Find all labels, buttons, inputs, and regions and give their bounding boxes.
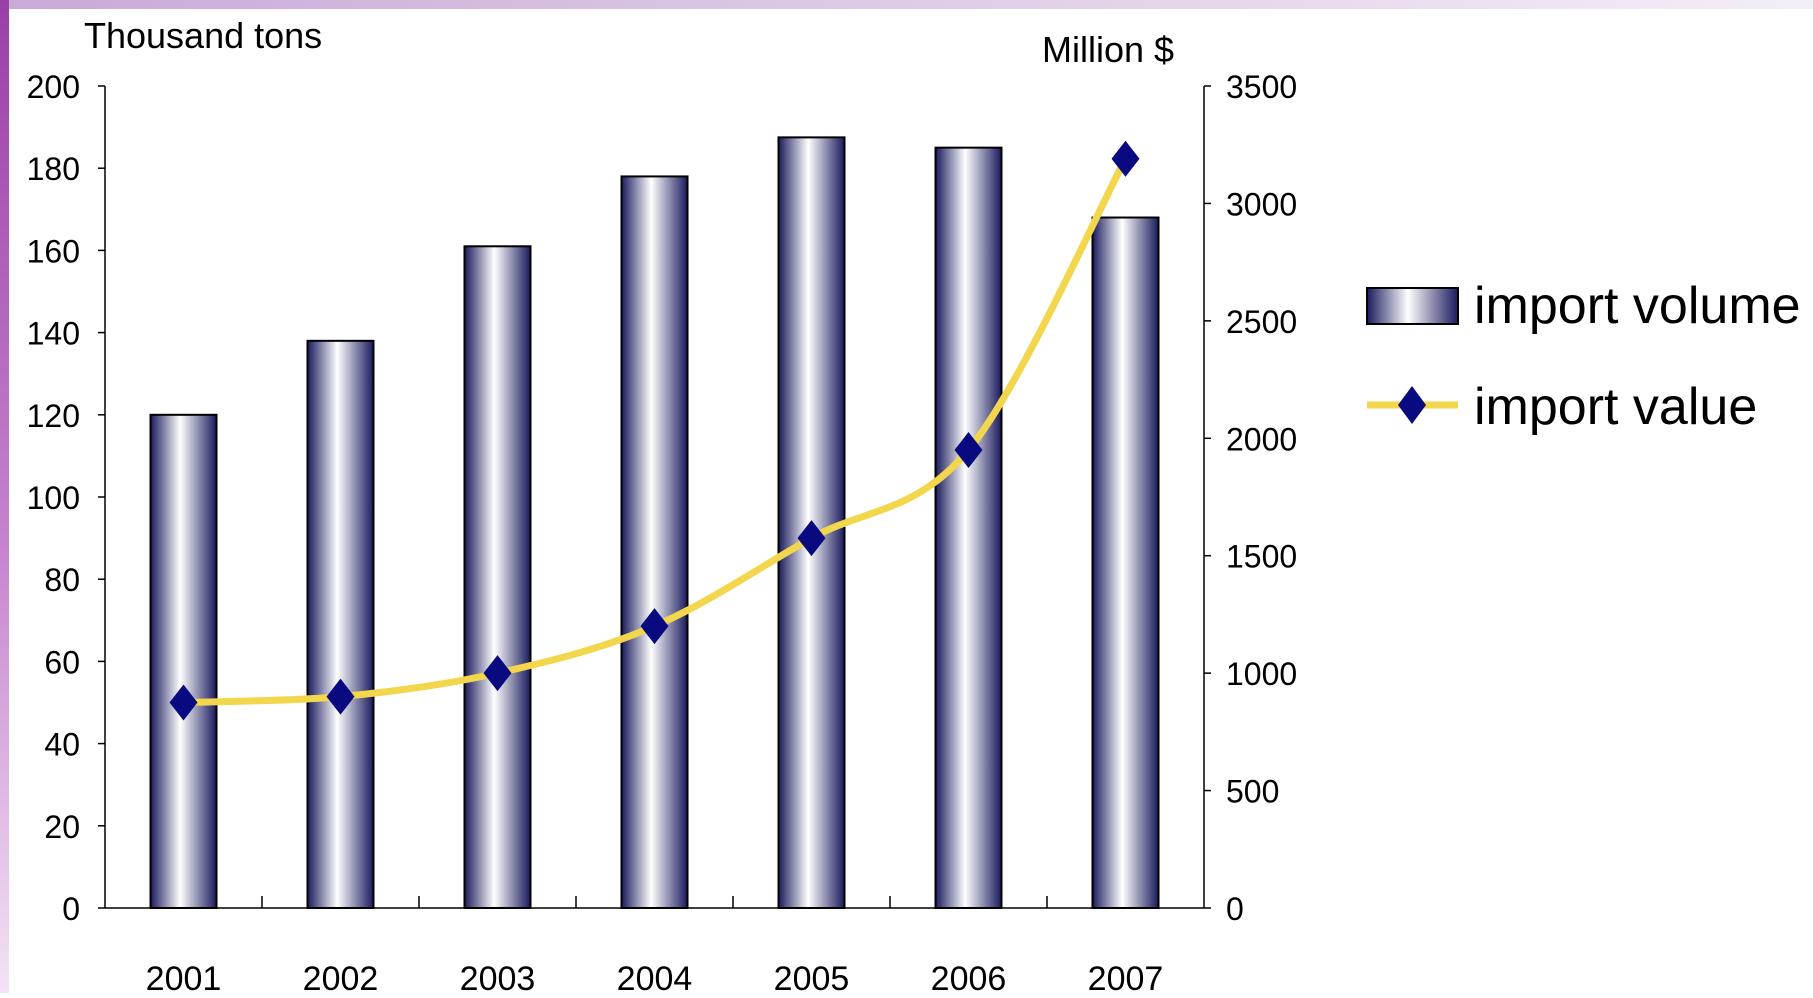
right-tick-label: 3500 [1226, 69, 1297, 105]
bar [1091, 216, 1160, 909]
right-tick-label: 1000 [1226, 656, 1297, 692]
left-tick-label: 160 [27, 233, 80, 269]
line-marker [483, 655, 512, 692]
left-axis-ticks: 0 20 40 60 80 100 120 140 160 180 200 [27, 69, 105, 927]
legend-swatch-import-volume [1366, 287, 1459, 325]
left-tick-label: 100 [27, 480, 80, 516]
left-tick-label: 200 [27, 69, 80, 105]
bar-series [149, 136, 1160, 910]
left-tick-label: 80 [44, 562, 80, 598]
left-tick-label: 180 [27, 151, 80, 187]
legend: import volume import value [1366, 277, 1801, 436]
bar [620, 175, 689, 910]
legend-label-import-volume: import volume [1474, 277, 1801, 335]
bar [463, 245, 532, 910]
x-tick-label: 2005 [774, 960, 850, 993]
right-axis-title: Million $ [1042, 29, 1174, 70]
left-tick-label: 0 [62, 891, 80, 927]
left-axis-title: Thousand tons [84, 15, 322, 56]
line-series [169, 140, 1140, 721]
line-marker [954, 432, 983, 469]
left-tick-label: 60 [44, 644, 80, 680]
decor-left-band [0, 0, 9, 993]
left-tick-label: 140 [27, 316, 80, 352]
right-tick-label: 2000 [1226, 421, 1297, 457]
bar [149, 413, 218, 909]
line-marker [1111, 140, 1140, 177]
left-tick-label: 20 [44, 809, 80, 845]
right-tick-label: 500 [1226, 774, 1279, 810]
left-tick-label: 120 [27, 398, 80, 434]
legend-marker-import-value [1398, 386, 1426, 424]
right-tick-label: 0 [1226, 891, 1244, 927]
line-marker [326, 678, 355, 715]
bar [934, 146, 1003, 909]
right-tick-label: 1500 [1226, 539, 1297, 575]
line-marker [169, 684, 198, 721]
right-tick-label: 2500 [1226, 304, 1297, 340]
line-marker [797, 520, 826, 557]
right-tick-label: 3000 [1226, 186, 1297, 222]
legend-label-import-value: import value [1474, 378, 1757, 436]
decor-top-band [0, 0, 1813, 9]
x-axis-ticks: 2001 2002 2003 2004 2005 2006 2007 [146, 896, 1164, 998]
x-tick-label: 2002 [303, 960, 379, 993]
x-tick-label: 2006 [931, 960, 1007, 993]
x-tick-label: 2001 [146, 960, 222, 993]
left-tick-label: 40 [44, 727, 80, 763]
x-tick-label: 2007 [1088, 960, 1164, 993]
x-tick-label: 2003 [460, 960, 536, 993]
right-axis-ticks: 0 500 1000 1500 2000 2500 3000 3500 [1204, 69, 1297, 927]
line-marker [640, 608, 669, 645]
bar [306, 339, 375, 909]
x-tick-label: 2004 [617, 960, 693, 993]
